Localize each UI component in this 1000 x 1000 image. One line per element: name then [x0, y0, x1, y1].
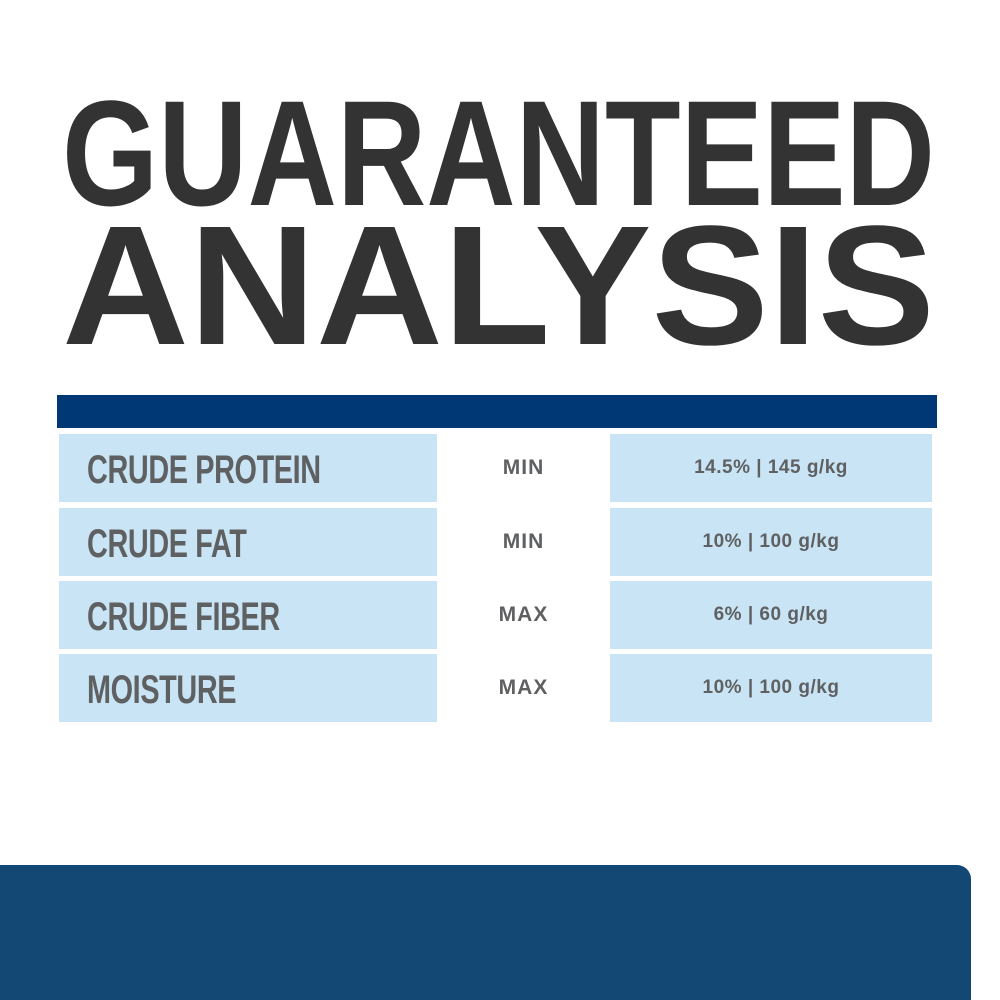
nutrient-cell: CRUDE FAT: [59, 508, 437, 576]
title-line-1: GUARANTEED: [62, 69, 935, 237]
qualifier: MAX: [498, 603, 549, 626]
value: 10% | 100 g/kg: [702, 677, 840, 698]
title-line-2: ANALYSIS: [62, 191, 935, 360]
page-title: GUARANTEED ANALYSIS: [62, 69, 935, 360]
table-header-bar: [57, 395, 937, 428]
qualifier: MAX: [498, 676, 549, 699]
value-cell: 14.5% | 145 g/kg: [610, 434, 932, 502]
qualifier: MIN: [502, 456, 545, 479]
nutrient-cell: CRUDE FIBER: [59, 581, 437, 649]
nutrient-label: CRUDE FIBER: [87, 595, 280, 639]
value: 6% | 60 g/kg: [713, 604, 829, 625]
value-cell: 6% | 60 g/kg: [610, 581, 932, 649]
nutrient-label: MOISTURE: [87, 668, 237, 712]
nutrient-label: CRUDE PROTEIN: [87, 448, 321, 492]
nutrient-cell: MOISTURE: [59, 654, 437, 722]
bottom-panel: [0, 865, 971, 1000]
value-cell: 10% | 100 g/kg: [610, 654, 932, 722]
qualifier: MIN: [502, 530, 545, 553]
value: 14.5% | 145 g/kg: [694, 457, 848, 478]
value-cell: 10% | 100 g/kg: [610, 508, 932, 576]
nutrient-cell: CRUDE PROTEIN: [59, 434, 437, 502]
value: 10% | 100 g/kg: [702, 531, 840, 552]
nutrient-label: CRUDE FAT: [87, 522, 247, 566]
